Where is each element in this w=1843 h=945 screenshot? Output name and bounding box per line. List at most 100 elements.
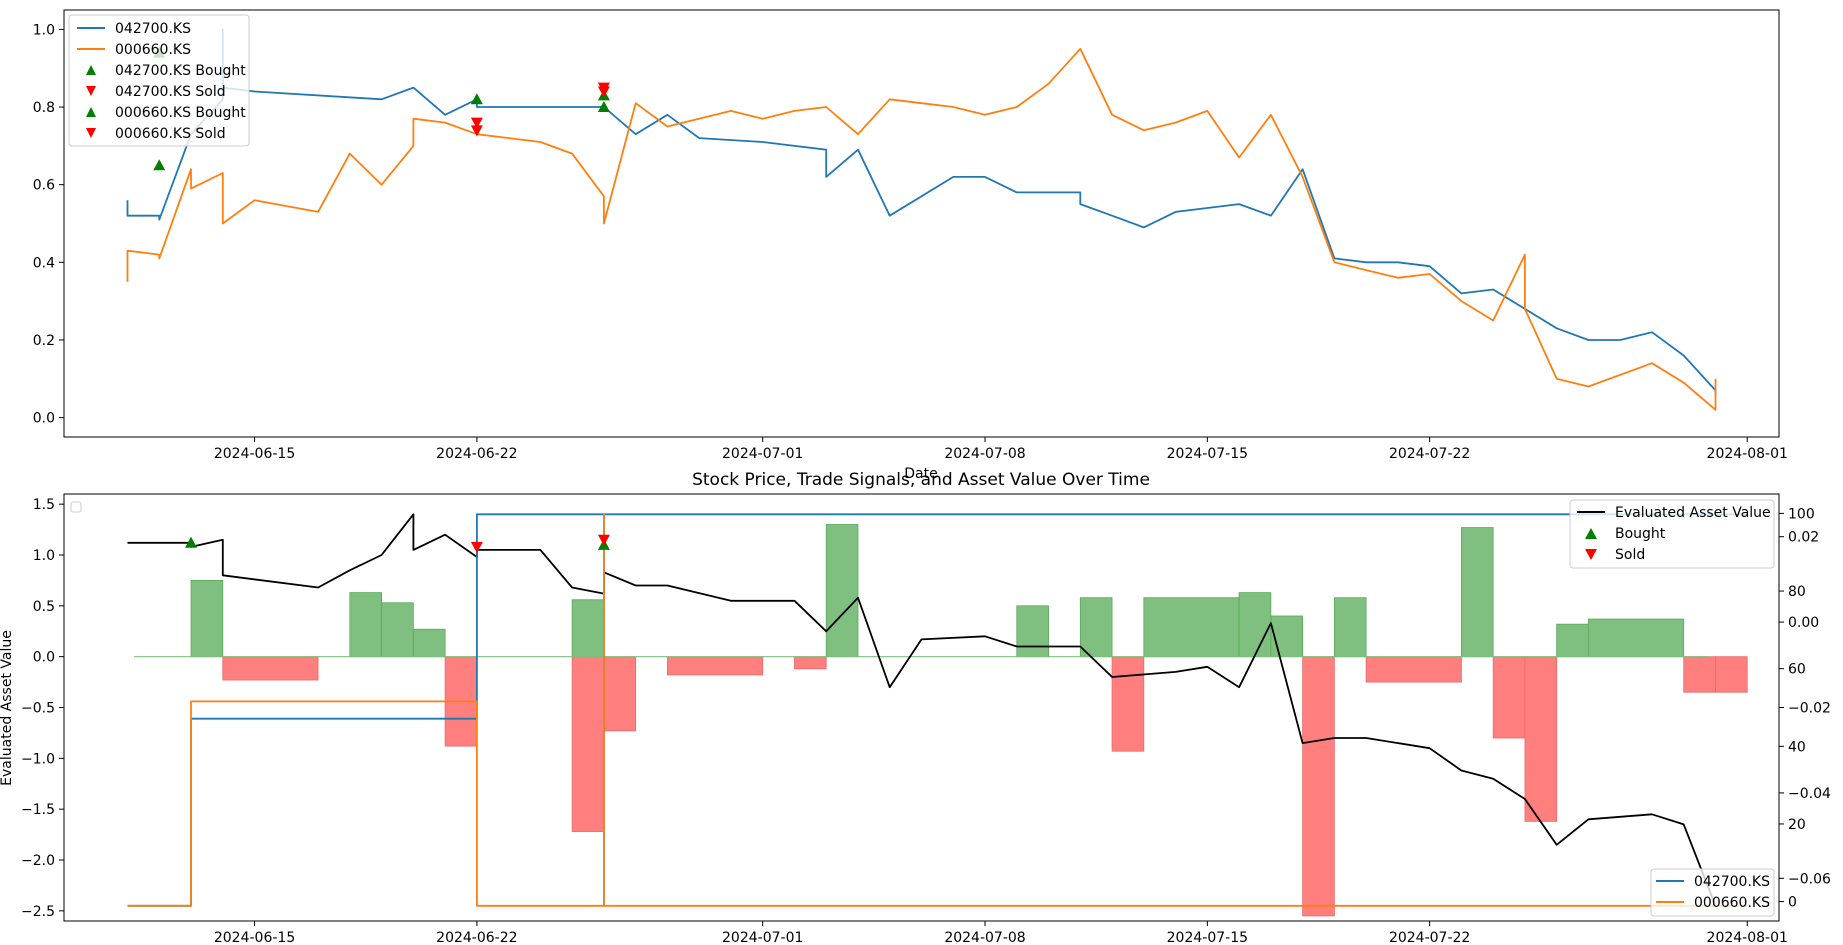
x-tick-label: 2024-07-01 <box>722 930 803 945</box>
asset-sell-marker <box>470 541 483 553</box>
legend-label: Bought <box>1615 526 1666 542</box>
x-tick-label: 2024-06-15 <box>214 930 295 945</box>
x-tick-label: 2024-07-15 <box>1167 446 1248 462</box>
right-tick-label: 20 <box>1788 817 1806 833</box>
legend-item-042700-sold: 042700.KS Sold <box>86 84 226 100</box>
x-tick-label: 2024-08-01 <box>1707 446 1788 462</box>
y-tick-label: −1.0 <box>21 751 55 767</box>
y-tick-label: −2.5 <box>21 904 55 920</box>
return-bar-13 <box>1079 597 1113 658</box>
x-tick-label: 2024-08-01 <box>1707 930 1788 945</box>
legend-label: 042700.KS Bought <box>115 63 246 79</box>
legend-label: 000660.KS <box>1694 895 1770 911</box>
asset-legend: Evaluated Asset Value Bought Sold <box>1569 499 1775 569</box>
return-bar-4 <box>412 628 446 658</box>
return-bar-8 <box>603 656 637 732</box>
legend-item-000660-bought: 000660.KS Bought <box>86 105 246 121</box>
legend-label: 042700.KS <box>115 21 191 37</box>
y-tick-label: 0.2 <box>33 333 55 349</box>
return-bar-2 <box>349 592 382 658</box>
return-bar-9 <box>667 656 764 676</box>
legend-item-042700: 042700.KS <box>77 21 191 37</box>
return-bar-12 <box>1016 605 1049 658</box>
return-bar-21 <box>1461 527 1494 658</box>
legend-label: 000660.KS <box>115 42 191 58</box>
y-tick-label: 0.4 <box>33 255 55 271</box>
y-tick-label: −1.5 <box>21 802 55 818</box>
buy-marker-icon <box>86 65 96 75</box>
return-bar-11 <box>825 524 859 658</box>
right-tick-label: 60 <box>1788 662 1806 678</box>
legend-label: Evaluated Asset Value <box>1615 505 1771 521</box>
return-bar-19 <box>1333 597 1367 658</box>
asset-chart-panel: Stock Price, Trade Signals, and Asset Va… <box>0 470 1831 945</box>
y-tick-label: −2.0 <box>21 853 55 869</box>
x-tick-label: 2024-06-22 <box>436 930 517 945</box>
y-tick-label: 0.6 <box>33 178 55 194</box>
right-axis-2: 100 80 60 40 20 0 <box>1779 506 1815 911</box>
legend-label: 042700.KS Sold <box>115 84 226 100</box>
x-tick-label: 2024-06-15 <box>214 446 295 462</box>
y-tick-label: 0.8 <box>33 100 55 116</box>
y-tick-label: 0.5 <box>33 599 55 615</box>
price-x-axis-label: Date <box>904 466 937 482</box>
price-chart-panel: 0.00.20.40.60.81.0 2024-06-15 2024-06-22 2… <box>33 9 1788 482</box>
right-tick-label: −0.02 <box>1788 701 1831 717</box>
tickers-legend: 042700.KS 000660.KS <box>1650 868 1775 917</box>
sell-marker-icon <box>1585 549 1597 560</box>
price-plot-area <box>126 28 1717 411</box>
asset-y-axis-label: Evaluated Asset Value <box>0 630 15 786</box>
return-bar-10 <box>794 656 827 670</box>
sell-marker-icon <box>86 86 96 96</box>
return-bar-6 <box>571 656 605 832</box>
legend-item-042700: 042700.KS <box>1656 874 1770 890</box>
x-tick-label: 2024-07-08 <box>944 930 1025 945</box>
return-bar-20 <box>1365 656 1462 683</box>
asset-legend-box <box>1569 499 1775 569</box>
legend-item-000660-sold: 000660.KS Sold <box>86 126 226 142</box>
asset-sell-marker <box>597 534 610 546</box>
asset-y-axis: 1.5 1.0 0.5 0.0 −0.5 −1.0 −1.5 −2.0 −2.5 <box>21 497 64 920</box>
right-tick-label: 40 <box>1788 739 1806 755</box>
asset-series-evaluated-asset-value <box>127 513 1717 907</box>
price-legend-box <box>68 14 250 147</box>
y-tick-label: 0.0 <box>33 411 55 427</box>
return-bar-15 <box>1143 597 1240 658</box>
buy-marker-icon <box>1585 528 1597 539</box>
asset-buy-marker <box>185 536 198 548</box>
price-buy-marker <box>597 101 610 113</box>
price-buy-marker <box>470 93 483 105</box>
return-bar-22 <box>1492 656 1526 739</box>
right-tick-label: 100 <box>1788 506 1815 522</box>
return-bar-18 <box>1302 656 1335 917</box>
x-tick-label: 2024-06-22 <box>436 446 517 462</box>
sell-marker-icon <box>86 128 96 138</box>
return-bar-16 <box>1238 592 1272 658</box>
legend-item-000660: 000660.KS <box>77 42 191 58</box>
x-tick-label: 2024-07-22 <box>1389 930 1470 945</box>
price-sell-marker <box>597 82 610 94</box>
return-bar-23 <box>1524 656 1558 822</box>
return-bar-0 <box>190 580 224 658</box>
right-axis-1: 0.02 0.00 −0.02 −0.04 −0.06 <box>1779 530 1831 887</box>
legend-label: 000660.KS Bought <box>115 105 246 121</box>
return-bar-14 <box>1111 656 1145 752</box>
empty-legend-box <box>70 501 82 513</box>
right-tick-label: −0.04 <box>1788 786 1831 802</box>
asset-chart-title: Stock Price, Trade Signals, and Asset Va… <box>692 470 1150 490</box>
asset-plot-area <box>127 513 1748 917</box>
buy-marker-icon <box>86 107 96 117</box>
asset-x-axis: 2024-06-15 2024-06-22 2024-07-01 2024-07-08… <box>214 921 1788 945</box>
y-tick-label: −0.5 <box>21 701 55 717</box>
price-buy-marker <box>153 159 166 171</box>
right-tick-label: −0.06 <box>1788 871 1831 887</box>
asset-series-000660-ks <box>127 513 1748 907</box>
legend-label: 000660.KS Sold <box>115 126 226 142</box>
return-bar-26 <box>1683 656 1716 693</box>
return-bar-7 <box>571 599 605 658</box>
price-series-042700-ks <box>126 28 1717 395</box>
y-tick-label: 1.5 <box>33 497 55 513</box>
x-tick-label: 2024-07-08 <box>944 446 1025 462</box>
return-bar-27 <box>1715 656 1748 693</box>
return-bar-3 <box>381 602 414 658</box>
